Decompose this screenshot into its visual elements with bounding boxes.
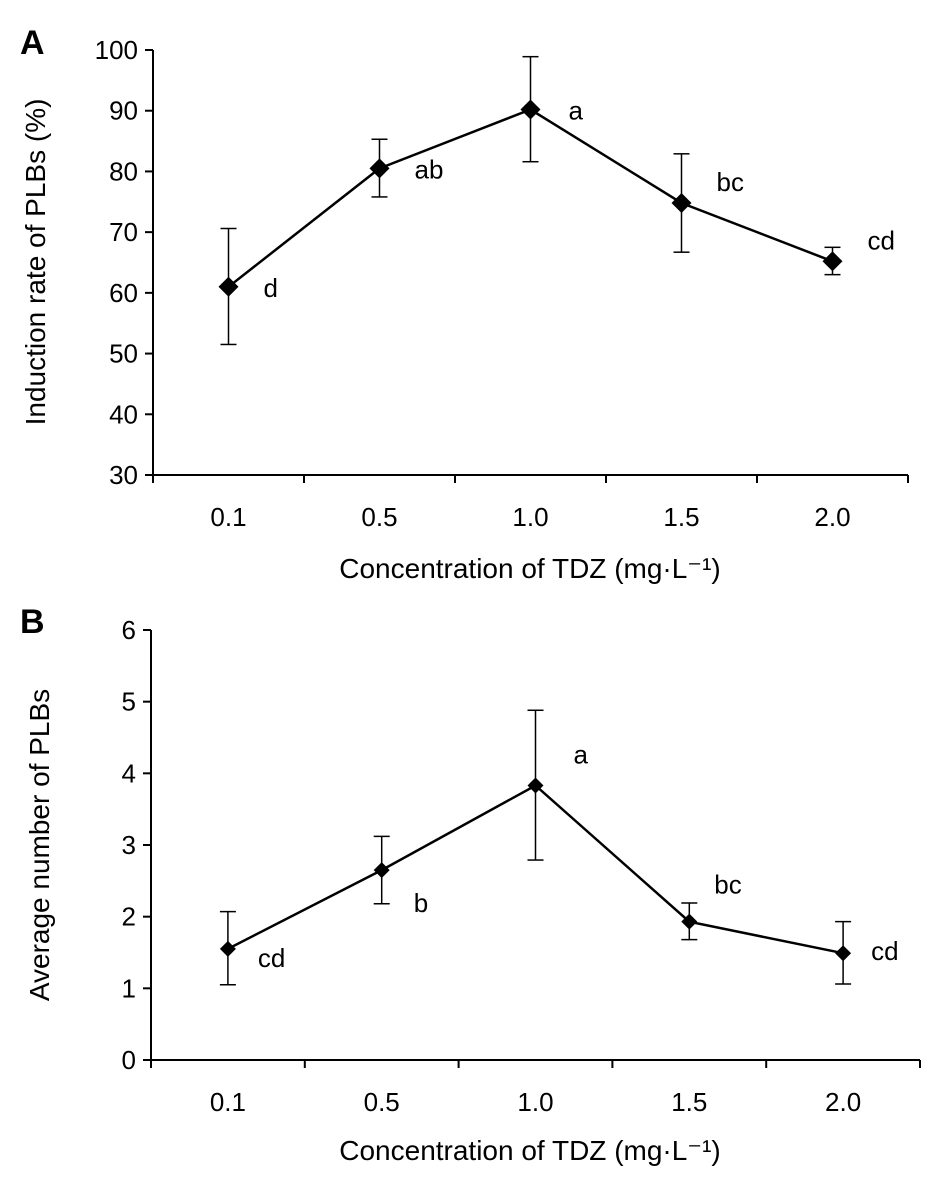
panel-a-letter: A xyxy=(20,24,45,62)
panel-a-significance-label: bc xyxy=(717,167,744,197)
panel-b-y-tick-label: 2 xyxy=(122,902,136,932)
panel-b-letter: B xyxy=(20,603,45,641)
panel-a-x-tick-label: 0.5 xyxy=(361,502,397,532)
panel-a-y-tick-label: 90 xyxy=(109,96,138,126)
panel-a-x-axis-label: Concentration of TDZ (mg·L⁻¹) xyxy=(339,553,721,584)
panel-a-x-tick-label: 1.0 xyxy=(512,502,548,532)
panel-a-x-tick-label: 0.1 xyxy=(210,502,246,532)
panel-a-data-point xyxy=(822,251,843,272)
panel-a-y-tick-label: 40 xyxy=(109,399,138,429)
panel-a-data-point xyxy=(671,193,692,213)
panel-b-x-axis-label: Concentration of TDZ (mg·L⁻¹) xyxy=(339,1135,721,1166)
panel-a: A Concentration of TDZ (mg·L⁻¹) Inductio… xyxy=(20,24,909,584)
panel-a-significance-label: a xyxy=(569,96,584,126)
panel-b-significance-label: cd xyxy=(258,943,285,973)
panel-b-data-point xyxy=(681,913,698,930)
panel-b-y-axis-label: Average number of PLBs xyxy=(24,689,55,1001)
panel-b-x-tick-label: 0.1 xyxy=(210,1087,246,1117)
panel-a-y-tick-label: 70 xyxy=(109,217,138,247)
panel-b: B Concentration of TDZ (mg·L⁻¹) Average … xyxy=(20,603,921,1166)
panel-a-y-tick-label: 60 xyxy=(109,278,138,308)
panel-a-data-point xyxy=(369,158,390,179)
panel-a-y-tick-label: 80 xyxy=(109,156,138,186)
panel-b-significance-label: cd xyxy=(871,936,898,966)
panel-b-data-point xyxy=(527,777,544,794)
panel-a-y-axis-label: Induction rate of PLBs (%) xyxy=(20,99,51,426)
panel-b-data-point xyxy=(373,862,390,879)
panel-a-y-tick-label: 100 xyxy=(95,35,138,65)
panel-a-data-point xyxy=(218,276,239,297)
panel-a-significance-label: ab xyxy=(415,154,444,184)
panel-b-significance-label: a xyxy=(574,740,589,770)
panel-b-x-tick-label: 2.0 xyxy=(825,1087,861,1117)
panel-b-x-tick-label: 1.0 xyxy=(517,1087,553,1117)
panel-a-data-point xyxy=(520,99,541,120)
panel-b-x-tick-label: 1.5 xyxy=(671,1087,707,1117)
panel-b-x-tick-label: 0.5 xyxy=(364,1087,400,1117)
panel-b-significance-label: bc xyxy=(714,870,741,900)
panel-b-y-tick-label: 3 xyxy=(122,830,136,860)
panel-a-x-tick-label: 2.0 xyxy=(814,502,850,532)
panel-b-data-point xyxy=(219,940,236,957)
panel-b-data-point xyxy=(835,945,852,962)
panel-a-significance-label: cd xyxy=(868,225,895,255)
panel-a-y-tick-label: 30 xyxy=(109,460,138,490)
panel-b-significance-label: b xyxy=(414,888,428,918)
panel-a-significance-label: d xyxy=(264,273,278,303)
panel-b-y-tick-label: 1 xyxy=(122,973,136,1003)
panel-a-y-tick-label: 50 xyxy=(109,339,138,369)
panel-b-y-tick-label: 4 xyxy=(122,758,136,788)
panel-a-x-tick-label: 1.5 xyxy=(663,502,699,532)
panel-b-y-tick-label: 5 xyxy=(122,687,136,717)
panel-b-y-tick-label: 6 xyxy=(122,615,136,645)
panel-b-y-tick-label: 0 xyxy=(122,1045,136,1075)
